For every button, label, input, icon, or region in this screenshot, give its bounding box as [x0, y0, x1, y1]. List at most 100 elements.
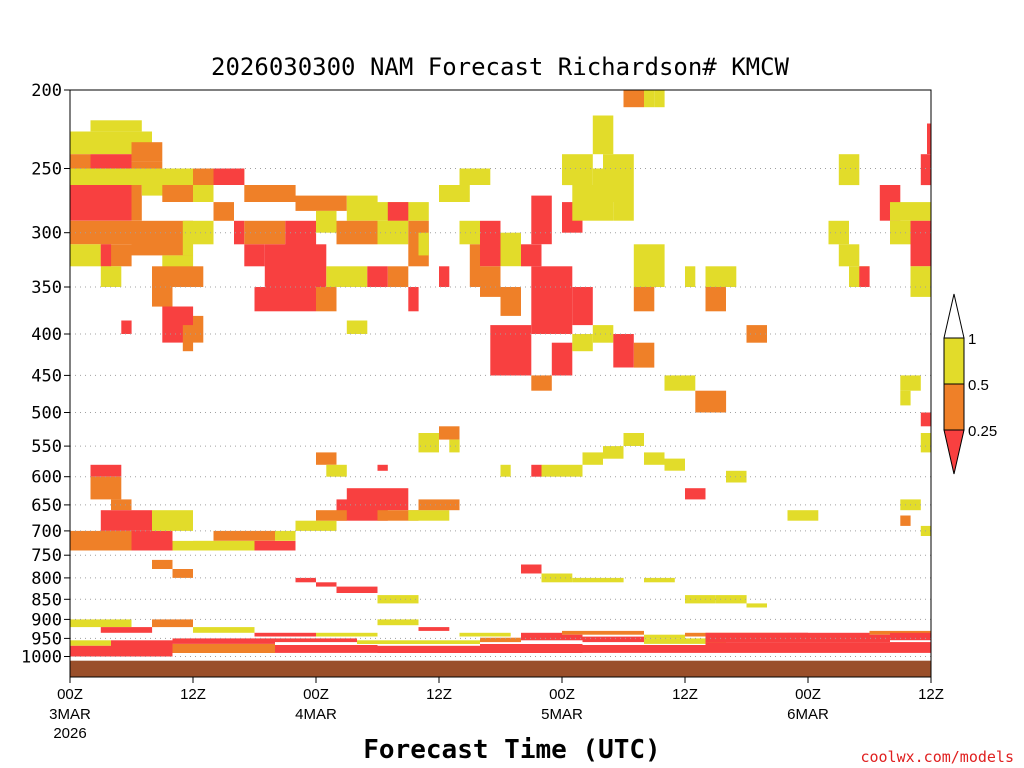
heatmap-cell-120	[408, 510, 450, 521]
legend-label-0-25: 0.25	[968, 423, 997, 440]
heatmap-cell-60	[500, 287, 521, 316]
heatmap-cell-77	[613, 185, 634, 221]
heatmap-cell-148	[316, 582, 337, 587]
heatmap-cell-50	[254, 287, 316, 312]
heatmap-cell-190	[582, 645, 706, 653]
heatmap-cell-123	[326, 464, 347, 477]
heatmap-cell-34	[377, 220, 409, 245]
heatmap-cell-43	[326, 266, 368, 287]
heatmap-cell-4	[90, 154, 132, 169]
heatmap-cell-52	[346, 320, 368, 334]
heatmap-cell-140	[900, 515, 911, 526]
heatmap-cell-87	[695, 390, 727, 413]
y-tick-label-750: 750	[31, 546, 62, 566]
x-axis-label: Forecast Time (UTC)	[363, 735, 660, 765]
heatmap-cell-145	[152, 559, 173, 569]
legend-label-0-5: 0.5	[968, 377, 989, 394]
heatmap-cell-10	[162, 185, 194, 202]
heatmap-cell-125	[418, 433, 439, 453]
heatmap-cell-94	[920, 154, 932, 186]
credit-link[interactable]: coolwx.com/models	[860, 748, 1014, 766]
y-tick-label-250: 250	[31, 160, 62, 180]
heatmap-cell-96	[910, 266, 931, 297]
y-tick-label-950: 950	[31, 629, 62, 649]
x-tick-date-4: 5MAR	[541, 706, 583, 723]
heatmap-cell-28	[213, 202, 234, 221]
heatmap-cell-92	[890, 202, 931, 221]
y-tick-label-700: 700	[31, 522, 62, 542]
heatmap-cell-8	[131, 185, 142, 221]
heatmap-cell-93	[910, 220, 931, 267]
colorbar-legend: 1 0.5 0.25	[943, 293, 997, 475]
heatmap-cell-30	[244, 220, 286, 245]
heatmap-cell-7	[70, 185, 132, 221]
heatmap-cell-162	[254, 632, 316, 637]
heatmap-cell-136	[685, 488, 706, 500]
heatmap-cell-33	[336, 220, 378, 245]
heatmap-cell-76	[603, 154, 634, 186]
ground-layer	[70, 660, 931, 677]
heatmap-cell-83	[654, 90, 665, 108]
y-tick-label-500: 500	[31, 404, 62, 424]
heatmap-cell-71	[633, 342, 655, 368]
heatmap-cell-22	[70, 244, 101, 267]
heatmap-cell-53	[408, 287, 419, 312]
heatmap-cell-105	[111, 499, 132, 511]
x-tick-label-3: 12Z	[426, 686, 452, 703]
heatmap-cell-114	[275, 530, 296, 541]
heatmap-cell-132	[603, 446, 624, 459]
heatmap-cell-153	[572, 577, 624, 583]
heatmap-cell-111	[193, 540, 255, 551]
heatmap-cell-61	[490, 325, 532, 376]
heatmap-cell-37	[100, 244, 112, 267]
heatmap-cell-65	[551, 342, 573, 376]
heatmap-cell-115	[295, 520, 337, 531]
heatmap-cell-185	[70, 645, 173, 657]
heatmap-cell-98	[859, 266, 870, 287]
x-tick-label-4: 00Z	[549, 686, 575, 703]
heatmap-cell-68	[572, 334, 593, 352]
heatmap-cell-176	[275, 638, 357, 643]
heatmap-cell-88	[705, 287, 726, 312]
heatmap-cell-24	[131, 220, 193, 256]
ground-fill	[70, 660, 931, 677]
heatmap-cell-74	[562, 154, 593, 186]
heatmap-cell-81	[623, 90, 644, 108]
y-tick-label-650: 650	[31, 496, 62, 516]
y-tick-label-900: 900	[31, 610, 62, 630]
heatmap-cell-0	[90, 120, 142, 132]
heatmap-cell-84	[685, 266, 696, 287]
heatmap-cell-128	[500, 464, 511, 477]
y-axis-ticks: 200 250 300 350 400 450 500 550 600 650 700 750 8008…	[21, 81, 70, 668]
heatmap-cell-147	[295, 577, 316, 583]
heatmap-cell-27	[193, 220, 214, 245]
heatmap-cell-189	[480, 644, 583, 653]
heatmap-cell-59	[500, 232, 521, 267]
y-tick-label-1000: 1000	[21, 648, 62, 668]
heatmap-cell-168	[562, 630, 644, 635]
heatmap-cell-19	[439, 185, 470, 202]
heatmap-cell-85	[705, 266, 737, 287]
heatmap-cell-138	[787, 510, 819, 521]
heatmap-cell-161	[193, 627, 255, 633]
legend-bin-orange	[943, 383, 965, 431]
heatmap-cell-79	[592, 115, 614, 155]
heatmap-cell-49	[121, 320, 132, 334]
plot-frame	[69, 89, 932, 678]
heatmap-cell-48	[193, 315, 204, 343]
legend-arrow-top	[943, 293, 965, 339]
heatmap-cell-102	[900, 375, 921, 391]
heatmap-cell-169	[644, 634, 685, 639]
heatmap-cell-67	[531, 375, 552, 391]
heatmap-cell-156	[715, 595, 747, 604]
heatmap-cell-89	[746, 325, 767, 343]
heatmap-cell-177	[357, 640, 480, 644]
heatmap-cell-179	[521, 634, 583, 641]
heatmap-cell-2	[131, 142, 163, 162]
heatmap-cell-51	[316, 287, 337, 312]
heatmap-cell-14	[244, 185, 296, 202]
heatmap-cell-126	[439, 426, 460, 440]
heatmap-cell-104	[90, 476, 122, 500]
heatmap-cell-63	[531, 266, 573, 334]
heatmap-cell-80	[633, 244, 665, 287]
